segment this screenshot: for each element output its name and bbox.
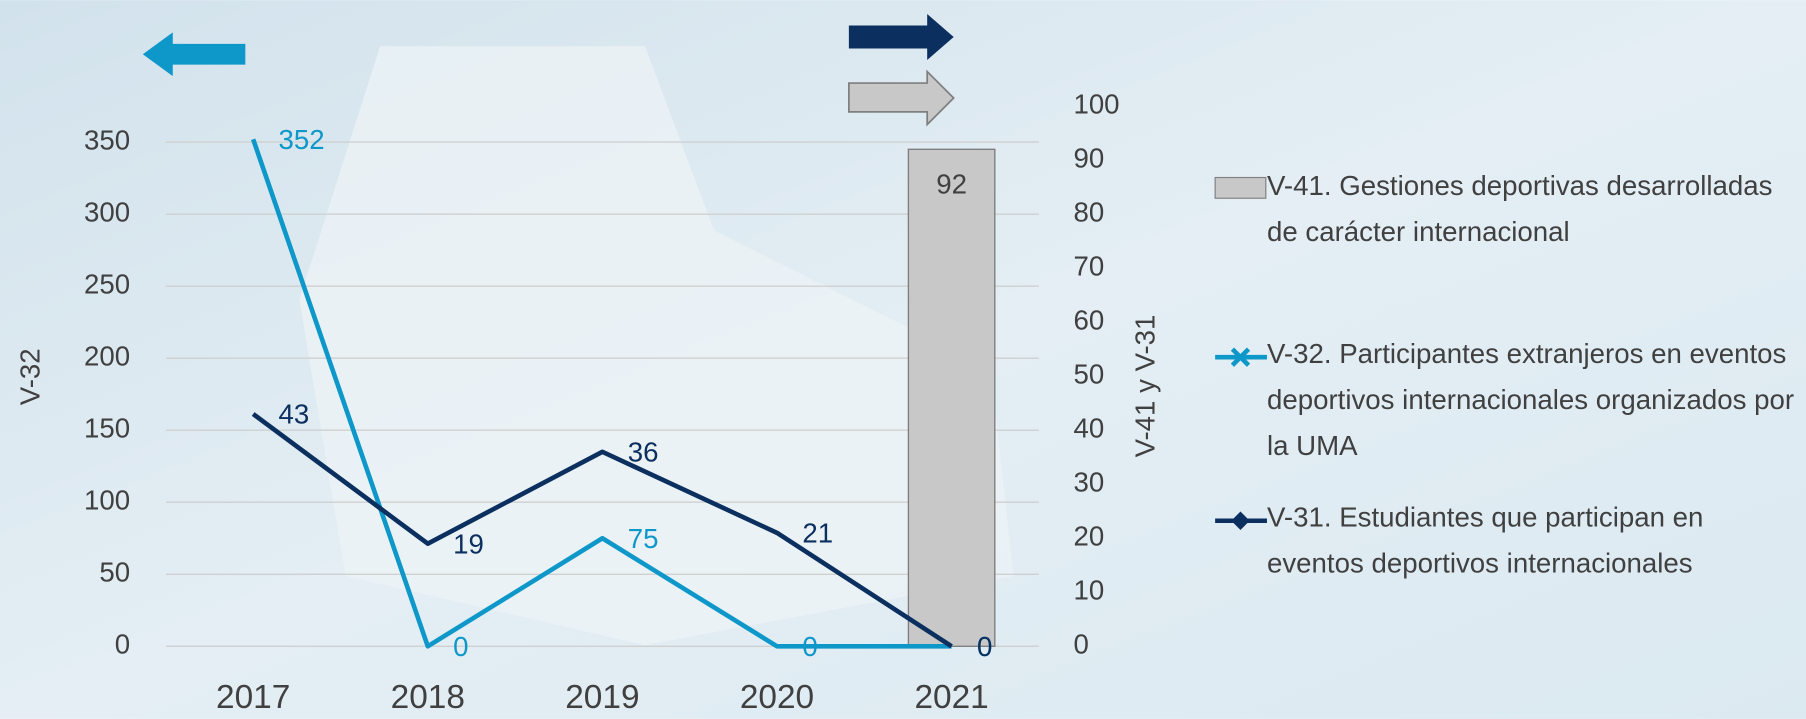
legend-entry: V-31. Estudiantes que participan en even… <box>1266 502 1704 580</box>
legend-entry: V-32. Participantes extranjeros en event… <box>1266 338 1795 463</box>
right-axis-arrow <box>848 69 955 127</box>
y2-tick-label: 30 <box>1073 467 1104 498</box>
puzzle-decoration <box>299 46 1014 646</box>
y2-tick-label: 40 <box>1073 413 1104 444</box>
data-label: 19 <box>453 528 484 559</box>
bar <box>907 148 996 647</box>
x-tick-label: 2019 <box>565 679 639 716</box>
legend-marker <box>1230 347 1251 367</box>
line <box>250 138 952 649</box>
y-tick-label: 150 <box>84 413 130 444</box>
x-tick-label: 2018 <box>391 679 465 716</box>
data-label: 75 <box>628 523 659 554</box>
line <box>251 412 953 649</box>
y2-tick-label: 90 <box>1073 142 1104 173</box>
left-axis-arrow <box>142 32 246 77</box>
right-axis-arrow <box>848 13 954 61</box>
y-tick-label: 300 <box>84 196 130 227</box>
legend-entry: V-41. Gestiones deportivas desarrolladas… <box>1266 170 1773 248</box>
y2-tick-label: 0 <box>1073 629 1088 660</box>
x-tick-label: 2020 <box>740 679 814 716</box>
y-tick-label: 0 <box>115 629 130 660</box>
y-tick-label: 50 <box>99 557 130 588</box>
y2-tick-label: 70 <box>1073 250 1104 281</box>
y-tick-label: 100 <box>84 485 130 516</box>
y2-tick-label: 80 <box>1073 196 1104 227</box>
y-axis-title: V-32 <box>15 348 46 405</box>
y2-tick-label: 100 <box>1073 88 1119 119</box>
y2-tick-label: 10 <box>1073 575 1104 606</box>
data-label: 0 <box>802 631 817 662</box>
legend-list: V-41. Gestiones deportivas desarrolladas… <box>1267 164 1797 588</box>
y-tick-label: 200 <box>84 340 130 371</box>
x-tick-label: 2021 <box>914 679 988 716</box>
data-label: 352 <box>279 124 325 155</box>
data-label: 21 <box>802 517 833 548</box>
data-label: 43 <box>279 399 310 430</box>
x-tick-label: 2017 <box>216 679 290 716</box>
data-label: 36 <box>628 436 659 467</box>
y2-tick-label: 60 <box>1073 304 1104 335</box>
y2-tick-label: 50 <box>1073 358 1104 389</box>
data-label: 0 <box>977 631 992 662</box>
data-label: 0 <box>453 631 468 662</box>
y2-tick-label: 20 <box>1073 521 1104 552</box>
data-label: 92 <box>936 168 967 199</box>
y2-axis-title: V-41 y V-31 <box>1129 315 1160 458</box>
legend-swatch <box>1214 176 1267 199</box>
data-label: 0 <box>977 631 992 662</box>
y-tick-label: 250 <box>84 268 130 299</box>
legend: V-41. Gestiones deportivas desarrolladas… <box>1267 164 1797 588</box>
y-tick-label: 350 <box>84 124 130 155</box>
